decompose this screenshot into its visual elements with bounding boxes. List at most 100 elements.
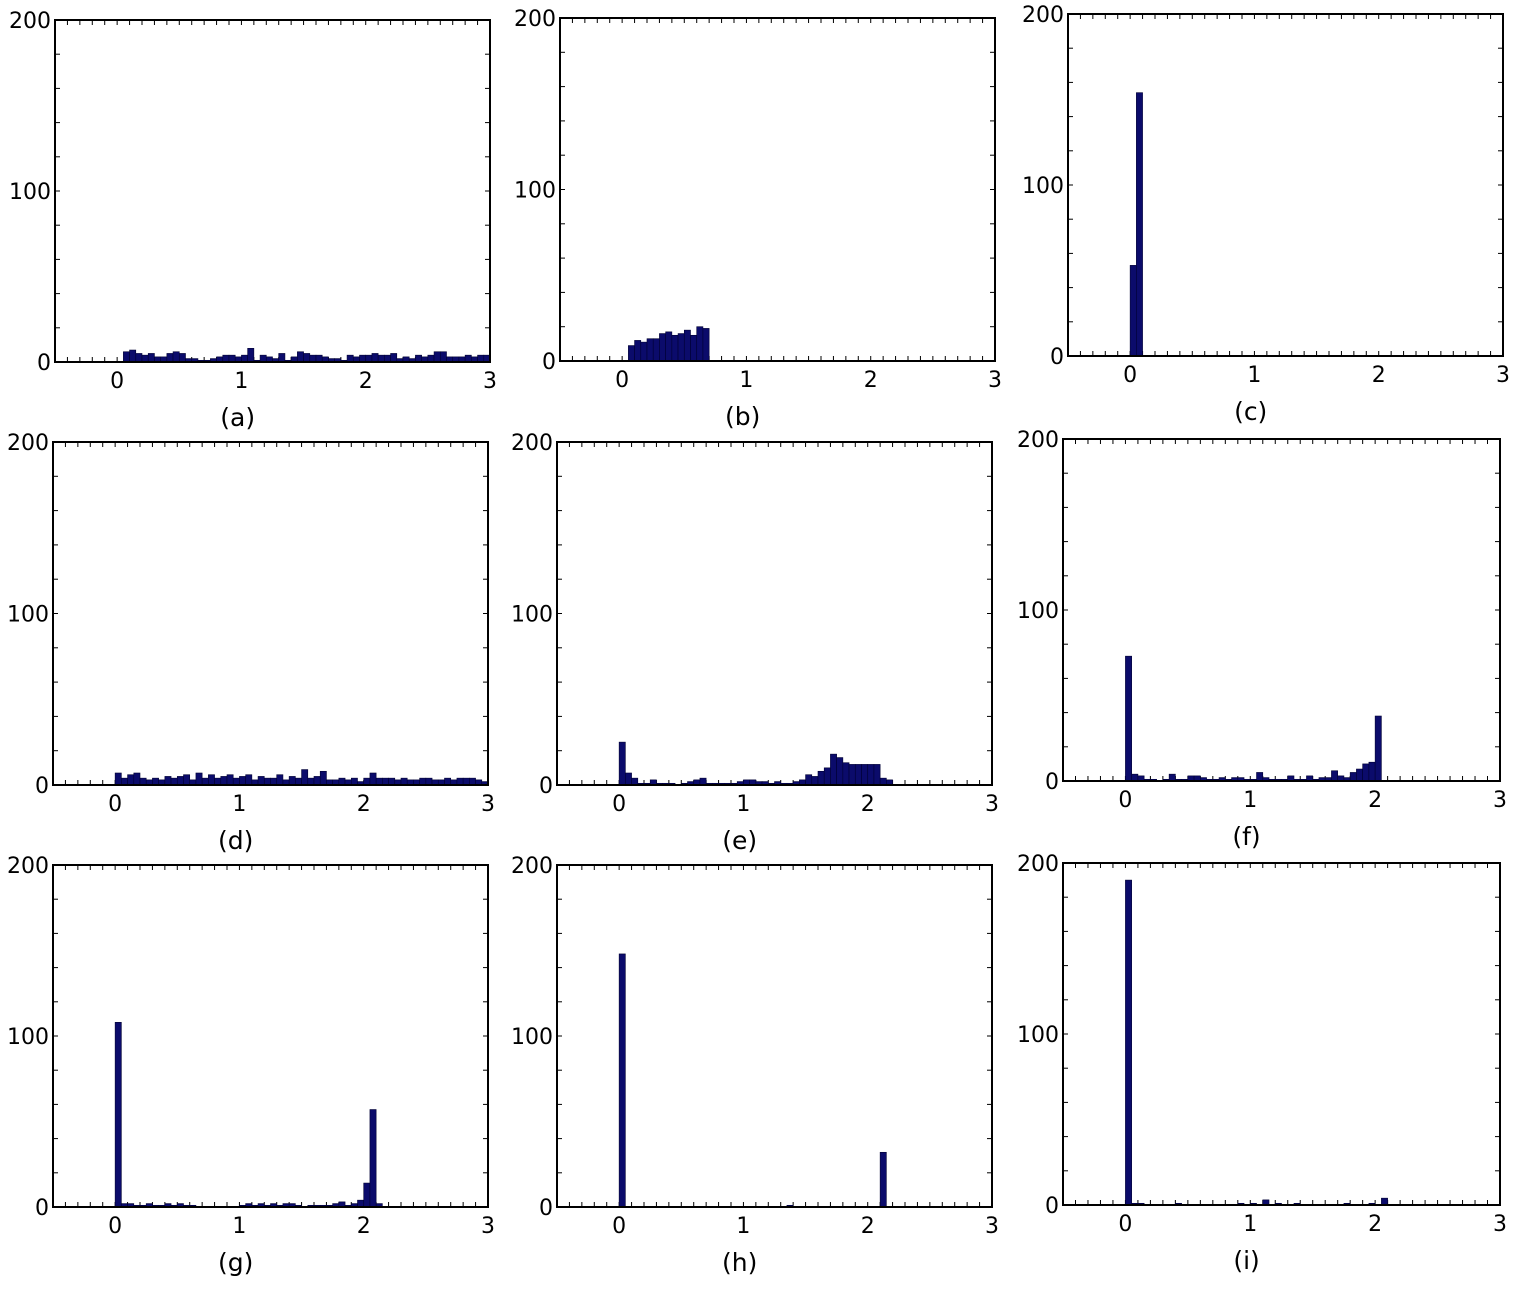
x-tick-label: 3 (985, 1214, 999, 1239)
histogram-bar (247, 348, 255, 363)
plot-frame (559, 17, 996, 362)
x-tick-label: 3 (1493, 788, 1507, 813)
x-tick-label: 0 (110, 369, 124, 394)
y-tick-label: 100 (511, 1025, 553, 1050)
histogram-bar (170, 777, 178, 786)
histogram-bar (220, 776, 228, 786)
histogram-bar (690, 334, 698, 362)
panel-h: 0 1 2 3 0 100 200 (h) (511, 854, 999, 1277)
panel-caption: (i) (1233, 1246, 1259, 1275)
histogram-bar (659, 333, 666, 362)
histogram-bar (640, 341, 648, 362)
histogram-bar (183, 774, 191, 786)
histogram-bar (357, 1199, 365, 1208)
panel-g: 0 1 2 3 0 100 200 (g) (7, 854, 495, 1277)
histogram-bar (208, 774, 215, 786)
x-tick-label: 3 (1496, 363, 1510, 388)
histogram-bar (346, 354, 354, 363)
histogram-bar (123, 351, 130, 363)
plot-frame (52, 441, 489, 786)
x-tick-label: 1 (234, 369, 248, 394)
histogram-bar (1362, 763, 1370, 782)
histogram-bar (477, 354, 485, 363)
histogram-bar (456, 777, 464, 786)
histogram-bar (462, 777, 470, 786)
plot-frame (556, 441, 993, 786)
x-tick-label: 1 (232, 1214, 246, 1239)
histogram-bar (166, 353, 174, 363)
histogram-bar (464, 354, 472, 363)
histogram-bar (263, 777, 271, 786)
histogram-bar (147, 353, 155, 363)
x-tick-label: 3 (985, 792, 999, 817)
histogram-bar (671, 334, 679, 362)
y-tick-label: 0 (539, 1196, 553, 1221)
x-tick-label: 0 (108, 792, 122, 817)
histogram-bar (634, 340, 642, 362)
histogram-bar (114, 772, 122, 786)
y-tick-label: 100 (511, 603, 553, 628)
panel-caption: (g) (218, 1248, 253, 1277)
histogram-bar (1331, 770, 1338, 782)
histogram-bar (1256, 772, 1264, 782)
plot-frame (1067, 13, 1504, 357)
plot-frame (556, 864, 993, 1208)
x-tick-label: 0 (1118, 788, 1132, 813)
panel-caption: (a) (220, 403, 255, 432)
panel-c: 0 1 2 3 0 100 200 (c) (1022, 3, 1510, 426)
histogram-bar (295, 777, 302, 786)
histogram-bar (141, 354, 149, 363)
histogram-bar (625, 772, 632, 786)
histogram-bar (652, 338, 660, 362)
x-tick-label: 2 (1368, 788, 1382, 813)
histogram-bar (276, 774, 284, 786)
histogram-bar (257, 776, 265, 786)
y-tick-label: 0 (37, 351, 51, 376)
histogram-bar (1136, 92, 1143, 357)
histogram-bar (270, 777, 278, 786)
histogram-bar (823, 767, 831, 786)
panel-f: 0 1 2 3 0 100 200 (f) (1017, 428, 1507, 851)
histogram-bar (1168, 773, 1176, 782)
histogram-bar (631, 777, 639, 786)
histogram-bar (646, 338, 654, 362)
histogram-bar (377, 354, 385, 363)
x-tick-label: 3 (481, 792, 495, 817)
y-tick-label: 200 (511, 854, 553, 879)
x-tick-label: 2 (359, 369, 373, 394)
x-tick-label: 1 (1243, 788, 1257, 813)
histogram-bar (1368, 761, 1376, 782)
x-tick-label: 2 (1368, 1212, 1382, 1237)
y-tick-label: 0 (1045, 1194, 1059, 1219)
x-tick-label: 3 (988, 368, 1002, 393)
histogram-bar (239, 776, 246, 786)
y-tick-label: 100 (9, 180, 51, 205)
histogram-bar (665, 331, 673, 362)
histogram-bar (1131, 773, 1139, 782)
histogram-bar (363, 1182, 371, 1208)
histogram-bar (628, 345, 635, 362)
histogram-bar (696, 326, 704, 362)
histogram-bar (830, 753, 837, 786)
panel-caption: (h) (722, 1248, 757, 1277)
plot-frame (1062, 438, 1501, 782)
histogram-bar (135, 353, 143, 363)
y-tick-label: 0 (542, 350, 556, 375)
histogram-bar (259, 354, 267, 363)
histogram-bar (415, 354, 422, 363)
histogram-bar (133, 772, 141, 786)
histogram-bar (388, 777, 396, 786)
histogram-bar (444, 777, 452, 786)
histogram-bar (241, 354, 248, 363)
histogram-bar (1129, 265, 1137, 357)
histogram-bar (315, 354, 323, 363)
histogram-bar (699, 777, 707, 786)
x-tick-label: 3 (483, 369, 497, 394)
x-tick-label: 1 (739, 368, 753, 393)
histogram-bar (178, 353, 186, 363)
y-tick-label: 100 (7, 603, 49, 628)
x-tick-label: 1 (1243, 1212, 1257, 1237)
histogram-bar (390, 353, 398, 363)
